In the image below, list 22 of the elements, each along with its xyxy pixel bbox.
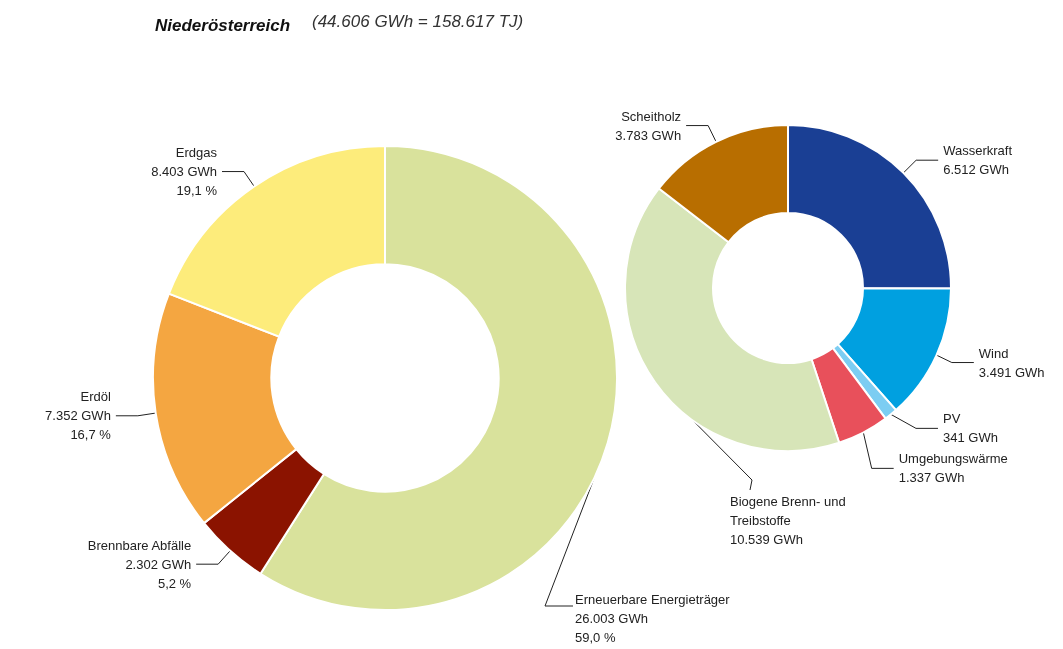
- slice-label: Biogene Brenn- und Treibstoffe: [730, 494, 846, 528]
- data-label: 3.783 GWh: [615, 127, 682, 143]
- slice-label: Erdgas: [175, 145, 218, 161]
- data-label: 2.302 GWh 5,2 %: [125, 556, 192, 591]
- slice-label: Scheitholz: [621, 108, 682, 124]
- slice-label: Brennbare Abfälle: [87, 537, 192, 553]
- slice-label: Umgebungswärme: [898, 451, 1008, 467]
- slice-label: Erdöl: [80, 389, 111, 405]
- data-label: 10.539 GWh: [730, 532, 803, 547]
- data-label: 26.003 GWh 59,0 %: [575, 611, 648, 645]
- data-label: 3.491 GWh: [978, 364, 1045, 380]
- slice-label: PV: [942, 411, 961, 427]
- slice-label: Wind: [978, 345, 1009, 361]
- chart-title: Niederösterreich: [155, 16, 291, 35]
- data-label: 7.352 GWh 16,7 %: [45, 408, 112, 443]
- slice-label: Wasserkraft: [943, 143, 1013, 159]
- slice-label: Erneuerbare Energieträger: [575, 592, 731, 607]
- data-label: 6.512 GWh: [943, 162, 1009, 178]
- data-label: 1.337 GWh: [898, 470, 965, 486]
- chart-subtitle: (44.606 GWh = 158.617 TJ): [312, 12, 524, 31]
- data-label: 341 GWh: [942, 430, 998, 446]
- data-label: 8.403 GWh 19,1 %: [151, 164, 218, 199]
